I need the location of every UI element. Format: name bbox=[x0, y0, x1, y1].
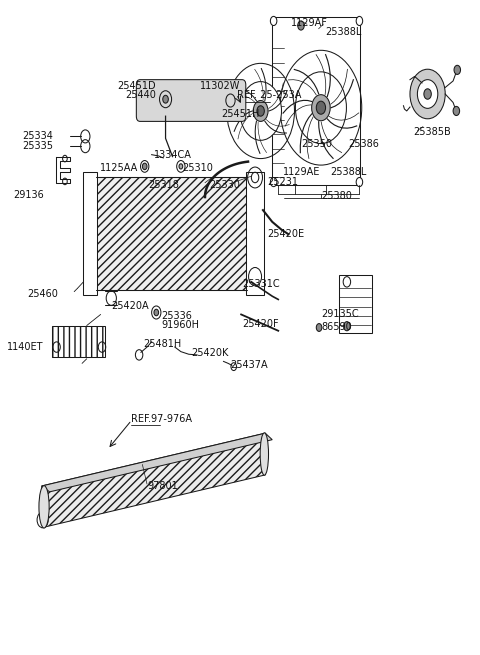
Bar bbox=[52, 326, 105, 357]
Text: 11302W: 11302W bbox=[200, 81, 240, 90]
Bar bbox=[246, 172, 264, 295]
Circle shape bbox=[240, 82, 281, 140]
Ellipse shape bbox=[260, 433, 268, 476]
Text: 1334CA: 1334CA bbox=[154, 150, 192, 160]
Text: 25451H: 25451H bbox=[221, 109, 260, 119]
Circle shape bbox=[37, 512, 48, 528]
Text: 29135C: 29135C bbox=[321, 309, 359, 319]
Text: 25331C: 25331C bbox=[242, 279, 280, 289]
Bar bbox=[84, 172, 97, 295]
Circle shape bbox=[62, 178, 67, 185]
Circle shape bbox=[453, 106, 459, 115]
Polygon shape bbox=[42, 433, 265, 528]
Bar bbox=[96, 178, 247, 290]
Circle shape bbox=[270, 16, 277, 26]
Text: 25437A: 25437A bbox=[230, 360, 268, 370]
Circle shape bbox=[344, 322, 350, 331]
Circle shape bbox=[295, 72, 347, 143]
Text: 86590: 86590 bbox=[321, 322, 352, 333]
Text: 25310: 25310 bbox=[182, 163, 213, 174]
Text: 25231: 25231 bbox=[267, 177, 299, 187]
Text: 25420A: 25420A bbox=[111, 301, 149, 311]
Circle shape bbox=[312, 95, 330, 121]
Circle shape bbox=[270, 178, 277, 187]
FancyBboxPatch shape bbox=[136, 80, 246, 121]
Text: 25420E: 25420E bbox=[267, 229, 305, 239]
Text: 91960H: 91960H bbox=[161, 320, 199, 330]
Text: 25481H: 25481H bbox=[143, 339, 181, 350]
Circle shape bbox=[454, 66, 460, 75]
Text: 25440: 25440 bbox=[125, 90, 156, 100]
Circle shape bbox=[410, 69, 445, 119]
Text: 25335: 25335 bbox=[22, 141, 53, 151]
Text: 25386: 25386 bbox=[348, 139, 379, 149]
Circle shape bbox=[257, 105, 264, 116]
Text: 25330: 25330 bbox=[210, 180, 240, 191]
Circle shape bbox=[298, 21, 304, 30]
Circle shape bbox=[356, 178, 363, 187]
Text: REF. 25-253A: REF. 25-253A bbox=[238, 90, 302, 100]
Circle shape bbox=[143, 163, 147, 170]
Bar bbox=[338, 275, 372, 333]
Text: 25460: 25460 bbox=[27, 289, 58, 299]
Text: 25388L: 25388L bbox=[325, 27, 362, 37]
Text: 25451D: 25451D bbox=[118, 81, 156, 90]
Circle shape bbox=[316, 101, 325, 114]
Circle shape bbox=[62, 155, 67, 162]
Circle shape bbox=[418, 80, 438, 108]
Circle shape bbox=[253, 100, 268, 121]
Text: 25318: 25318 bbox=[149, 180, 180, 191]
Bar bbox=[272, 17, 360, 185]
Text: REF.97-976A: REF.97-976A bbox=[131, 414, 192, 424]
Circle shape bbox=[160, 90, 167, 99]
Circle shape bbox=[424, 89, 432, 99]
Text: 29136: 29136 bbox=[13, 190, 44, 200]
Circle shape bbox=[356, 16, 363, 26]
Circle shape bbox=[163, 96, 168, 103]
Ellipse shape bbox=[39, 485, 49, 528]
Text: 25350: 25350 bbox=[301, 139, 333, 149]
Text: 1125AA: 1125AA bbox=[99, 163, 138, 174]
Text: 25336: 25336 bbox=[161, 310, 192, 321]
Text: 25388L: 25388L bbox=[330, 167, 367, 178]
Text: 25385B: 25385B bbox=[413, 127, 451, 137]
Text: 1129AF: 1129AF bbox=[291, 18, 328, 28]
Circle shape bbox=[154, 309, 158, 316]
Text: 1129AE: 1129AE bbox=[283, 167, 320, 178]
Text: 25420K: 25420K bbox=[191, 348, 228, 358]
Text: 25420F: 25420F bbox=[242, 319, 279, 329]
Text: 25334: 25334 bbox=[23, 132, 53, 141]
Circle shape bbox=[316, 324, 322, 331]
Text: 25380: 25380 bbox=[321, 191, 352, 200]
Polygon shape bbox=[42, 433, 272, 492]
Text: 97801: 97801 bbox=[147, 481, 178, 491]
Circle shape bbox=[179, 164, 183, 169]
Text: 1140ET: 1140ET bbox=[7, 342, 44, 352]
